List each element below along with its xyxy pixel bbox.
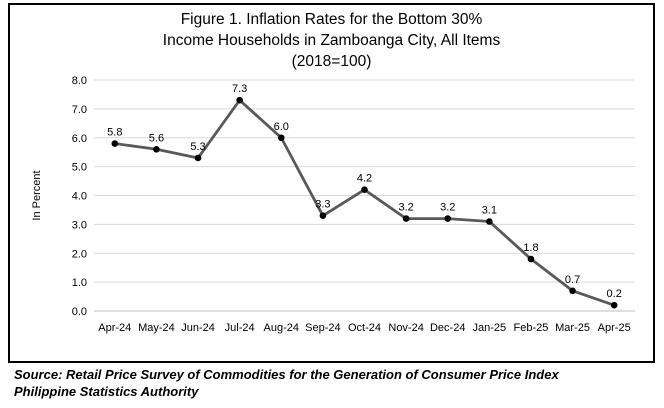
y-tick-label: 3.0 [72,219,87,231]
x-tick-label: Feb-25 [514,322,549,334]
data-point [361,186,368,194]
x-tick-label: Apr-25 [598,322,631,334]
y-tick-label: 1.0 [72,277,87,289]
data-label: 4.2 [357,173,372,185]
data-label: 3.2 [398,202,413,214]
y-tick-label: 7.0 [72,104,87,116]
data-label: 5.8 [107,127,122,139]
data-label: 5.6 [149,132,164,144]
source-line-1: Source: Retail Price Survey of Commoditi… [14,367,559,382]
chart-title-line-3: (2018=100) [291,53,372,70]
data-point [610,301,618,309]
data-point [236,96,243,104]
y-axis-label: In Percent [31,170,43,220]
x-tick-label: Oct-24 [348,322,381,334]
data-point [527,255,535,263]
data-label: 3.1 [482,204,497,216]
data-point [111,140,119,147]
data-label: 0.2 [607,288,622,300]
x-tick-label: May-24 [138,322,175,334]
x-tick-label: Aug-24 [264,322,299,334]
source-note: Source: Retail Price Survey of Commoditi… [14,366,559,400]
x-tick-label: Jul-24 [225,322,255,334]
data-point [194,154,202,162]
x-tick-label: Nov-24 [388,322,423,334]
data-label: 3.3 [315,199,330,211]
chart-title-line-1: Figure 1. Inflation Rates for the Bottom… [180,11,483,28]
data-label: 0.7 [565,274,580,286]
source-line-2: Philippine Statistics Authority [14,384,199,399]
chart-title: Figure 1. Inflation Rates for the Bottom… [10,9,653,72]
chart-title-line-2: Income Households in Zamboanga City, All… [162,32,501,49]
x-tick-label: Jun-24 [181,322,215,334]
data-point [444,215,452,222]
data-point [153,146,160,153]
data-point [319,212,327,220]
x-tick-label: Sep-24 [305,322,340,334]
data-point [402,215,410,222]
data-label: 5.3 [190,141,205,153]
data-label: 1.8 [523,242,538,254]
data-label: 3.2 [440,202,455,214]
data-label: 7.3 [232,83,247,95]
data-label: 6.0 [274,121,289,133]
data-point [486,218,493,225]
y-tick-label: 4.0 [72,191,87,203]
series-line [114,98,615,307]
chart-frame: Figure 1. Inflation Rates for the Bottom… [8,3,655,363]
y-tick-label: 8.0 [72,75,87,87]
x-tick-label: Mar-25 [555,322,590,334]
data-point [569,287,576,295]
x-tick-label: Jan-25 [473,322,507,334]
y-tick-label: 6.0 [72,133,87,145]
data-point [277,134,285,142]
y-tick-label: 5.0 [72,162,87,174]
y-tick-label: 2.0 [72,248,87,260]
x-tick-label: Apr-24 [98,322,131,334]
line-chart: 0.0 1.0 2.0 3.0 4.0 5.0 6.0 7.0 8.0 In Percent Apr… [31,75,635,334]
y-tick-label: 0.0 [72,306,87,318]
x-tick-label: Dec-24 [430,322,465,334]
